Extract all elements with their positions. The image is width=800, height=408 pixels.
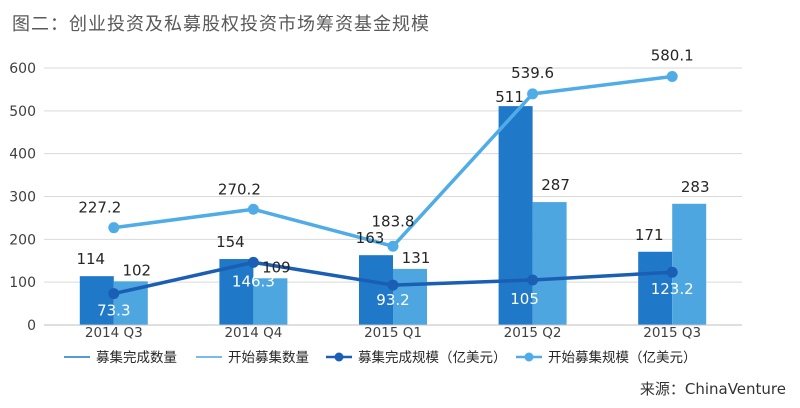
line-completed-amount-point bbox=[666, 266, 678, 278]
y-tick-label: 600 bbox=[9, 61, 36, 77]
line-completed-amount-point bbox=[247, 256, 259, 268]
y-tick-label: 200 bbox=[9, 232, 36, 248]
line-started-label: 270.2 bbox=[218, 180, 261, 198]
bar-completed-count bbox=[498, 106, 533, 325]
y-tick-label: 0 bbox=[27, 318, 36, 334]
legend-label: 募集完成规模（亿美元） bbox=[358, 350, 507, 366]
chart-title: 图二：创业投资及私募股权投资市场筹资基金规模 bbox=[12, 14, 430, 35]
bar-started-count bbox=[532, 202, 567, 325]
bar-started-count bbox=[253, 278, 288, 325]
line-completed-label: 93.2 bbox=[376, 291, 409, 309]
bar-completed-label: 171 bbox=[635, 226, 664, 244]
bar-completed-count bbox=[638, 251, 673, 325]
line-completed-label: 146.3 bbox=[232, 272, 275, 290]
legend-marker bbox=[524, 352, 534, 362]
line-completed-amount-point bbox=[108, 288, 120, 300]
line-started-amount-point bbox=[108, 222, 120, 234]
x-tick-label: 2014 Q3 bbox=[85, 325, 143, 341]
x-tick-label: 2014 Q4 bbox=[224, 325, 282, 341]
bar-started-label: 109 bbox=[262, 258, 291, 276]
source-note: 来源：ChinaVenture bbox=[639, 380, 786, 398]
bar-started-count bbox=[393, 268, 427, 325]
legend-marker bbox=[334, 352, 344, 362]
x-tick-label: 2015 Q3 bbox=[643, 325, 701, 341]
legend-label: 开始募集数量 bbox=[228, 350, 309, 366]
line-started-amount-point bbox=[247, 203, 259, 215]
x-tick-label: 2015 Q1 bbox=[364, 325, 422, 341]
line-completed-amount-point bbox=[387, 279, 399, 291]
line-completed-label: 73.3 bbox=[97, 302, 130, 320]
bar-started-label: 287 bbox=[541, 176, 570, 194]
line-started-amount-point bbox=[666, 71, 678, 83]
bar-completed-label: 154 bbox=[216, 233, 245, 251]
line-started-amount-point bbox=[387, 240, 399, 252]
bar-completed-count bbox=[359, 255, 393, 325]
y-tick-label: 300 bbox=[9, 190, 36, 206]
line-started-label: 580.1 bbox=[651, 47, 694, 65]
y-tick-label: 500 bbox=[9, 104, 36, 120]
bar-started-label: 283 bbox=[681, 178, 710, 196]
bar-completed-count bbox=[79, 276, 114, 325]
line-started-label: 539.6 bbox=[511, 64, 554, 82]
y-tick-label: 400 bbox=[9, 147, 36, 163]
bar-started-label: 131 bbox=[402, 249, 431, 267]
y-tick-label: 100 bbox=[9, 275, 36, 291]
line-completed-label: 105 bbox=[510, 290, 539, 308]
line-completed-amount-point bbox=[527, 274, 539, 286]
legend-label: 募集完成数量 bbox=[96, 350, 177, 366]
line-started-label: 227.2 bbox=[78, 199, 121, 217]
line-started-label: 183.8 bbox=[372, 212, 415, 230]
bar-completed-label: 511 bbox=[495, 88, 524, 106]
legend-label: 开始募集规模（亿美元） bbox=[548, 350, 697, 366]
line-completed-label: 123.2 bbox=[651, 280, 694, 298]
line-started-amount-point bbox=[527, 88, 539, 100]
bar-completed-label: 163 bbox=[356, 229, 385, 247]
bar-started-label: 102 bbox=[122, 261, 151, 279]
bar-started-count bbox=[672, 203, 707, 325]
bar-completed-label: 114 bbox=[76, 250, 105, 268]
x-tick-label: 2015 Q2 bbox=[504, 325, 562, 341]
